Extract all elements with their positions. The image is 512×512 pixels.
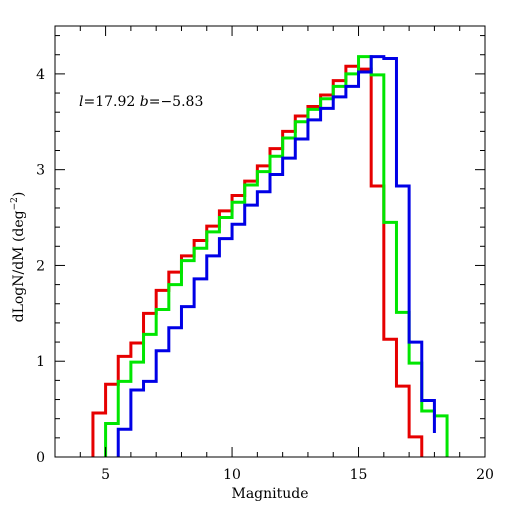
plot-frame xyxy=(54,25,486,458)
coordinates-annotation: l=17.92 b=−5.83 xyxy=(79,94,203,110)
ticks-layer xyxy=(54,26,486,458)
y-axis-label-main: dLogN/dM (deg xyxy=(11,210,27,322)
x-axis-label: Magnitude xyxy=(231,486,308,502)
series-line-3 xyxy=(116,55,436,457)
x-tick-label: 5 xyxy=(101,467,110,483)
series-line-1 xyxy=(91,64,424,457)
y-axis-label-close: ) xyxy=(11,192,27,197)
annotation-l-symbol: l xyxy=(79,94,83,110)
annotation-l-value: =17.92 xyxy=(83,94,139,110)
tick-labels-layer: 5 10 15 20 0 1 2 3 4 xyxy=(36,67,494,483)
series-line-2 xyxy=(104,55,449,457)
annotation-b-symbol: b xyxy=(140,94,149,110)
x-tick-label: 10 xyxy=(223,467,241,483)
y-axis-label-exponent: −2 xyxy=(10,197,20,210)
x-tick-label: 15 xyxy=(350,467,368,483)
y-tick-label: 4 xyxy=(36,67,45,83)
y-tick-label: 3 xyxy=(36,163,45,179)
y-tick-label: 1 xyxy=(36,354,45,370)
annotation-b-value: =−5.83 xyxy=(149,94,204,110)
y-axis-label: dLogN/dM (deg−2) xyxy=(10,192,27,323)
y-tick-label: 0 xyxy=(36,450,45,466)
x-tick-label: 20 xyxy=(476,467,494,483)
y-tick-label: 2 xyxy=(36,258,45,274)
series-layer xyxy=(91,55,449,457)
